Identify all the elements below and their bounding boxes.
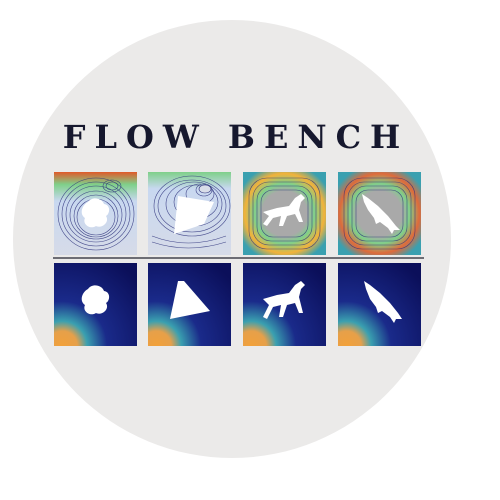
blob-icon <box>81 285 110 315</box>
polygon-icon <box>170 281 210 319</box>
row-divider <box>53 257 424 259</box>
logo-title: FLOW BENCH <box>62 118 410 156</box>
streamline-panel-polygon <box>148 172 231 255</box>
streamline-panel-blob <box>54 172 137 255</box>
field-panel-polygon <box>148 263 231 346</box>
blob-icon <box>81 198 110 228</box>
streamline-panel-shark <box>338 172 421 255</box>
horse-icon <box>263 194 305 226</box>
field-panel-shark <box>338 263 421 346</box>
horse-icon <box>263 281 305 319</box>
streamline-panel-horse <box>243 172 326 255</box>
field-panel-blob <box>54 263 137 346</box>
field-panel-horse <box>243 263 326 346</box>
shark-icon <box>364 281 402 323</box>
shark-icon <box>362 194 400 234</box>
polygon-icon <box>174 196 214 234</box>
